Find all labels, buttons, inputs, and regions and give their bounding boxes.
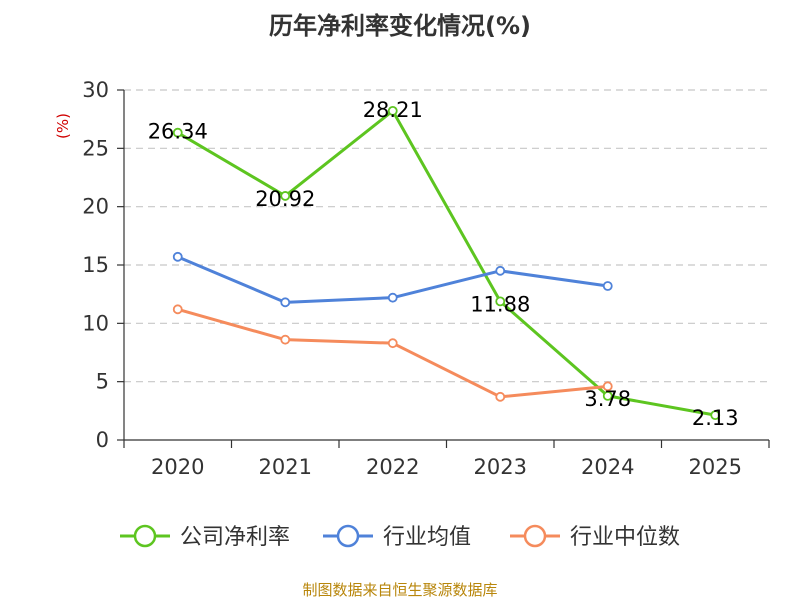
data-label: 11.88 (470, 292, 530, 316)
x-tick-label: 2023 (474, 455, 527, 479)
y-tick-label: 5 (96, 370, 109, 394)
data-point (280, 334, 291, 345)
y-tick-label: 10 (82, 311, 109, 335)
data-point (172, 127, 183, 138)
data-point (495, 296, 506, 307)
data-point (280, 191, 291, 201)
legend-marker (133, 524, 157, 548)
data-point (602, 281, 613, 291)
series-line (177, 307, 608, 399)
legend-marker (336, 524, 360, 548)
source-footer: 制图数据来自恒生聚源数据库 (302, 581, 498, 599)
x-tick-label: 2020 (151, 455, 204, 479)
legend-marker (523, 524, 547, 548)
x-tick-label: 2024 (581, 455, 634, 479)
legend-label: 公司净利率 (180, 525, 290, 550)
data-label: 20.92 (255, 187, 315, 211)
data-point (710, 410, 721, 421)
y-tick-label: 25 (82, 136, 109, 160)
data-label: 3.78 (584, 387, 631, 411)
x-tick-label: 2025 (689, 455, 742, 479)
y-tick-label: 15 (82, 253, 109, 277)
y-tick-label: 30 (82, 78, 109, 102)
data-point (387, 292, 398, 303)
series-line (176, 109, 716, 417)
data-label: 28.21 (363, 98, 423, 122)
data-label: 2.13 (692, 406, 739, 430)
data-point (602, 381, 613, 392)
chart-title: 历年净利率变化情况(%) (269, 12, 531, 40)
legend-label: 行业均值 (383, 525, 471, 550)
legend: 公司净利率 行业均值 行业中位数 (120, 524, 680, 550)
data-point (280, 297, 291, 308)
grid-lines (124, 89, 769, 383)
series-lines (172, 105, 721, 421)
data-labels: 26.34 20.92 28.21 11.88 3.78 2.13 (148, 98, 739, 430)
data-label: 26.34 (148, 120, 208, 144)
data-point (495, 265, 506, 276)
y-tick-label: 20 (82, 195, 109, 219)
data-point (172, 251, 183, 262)
legend-label: 行业中位数 (570, 525, 680, 550)
x-tick-label: 2022 (366, 455, 419, 479)
y-axis-label: (%) (54, 113, 72, 139)
x-tick-label: 2021 (259, 455, 312, 479)
y-tick-label: 0 (96, 428, 109, 452)
data-point (387, 105, 398, 116)
data-point (495, 391, 506, 402)
data-point (387, 338, 398, 349)
data-point (172, 304, 183, 315)
data-point (602, 390, 613, 401)
